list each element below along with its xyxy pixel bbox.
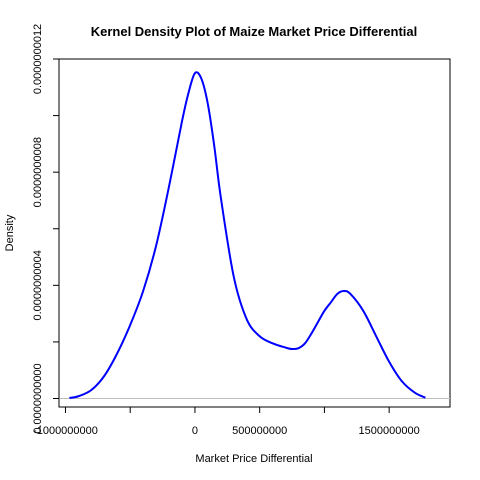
x-axis-label: Market Price Differential: [195, 453, 312, 465]
y-axis: 0.0000000000 0.0000000004 0.0000000008 0.00…: [32, 24, 60, 434]
x-tick-label: -1000000000: [33, 425, 98, 437]
x-tick-label: 1500000000: [359, 425, 420, 437]
y-axis-label: Density: [4, 214, 16, 251]
plot-frame: [58, 58, 451, 408]
y-tick-label: 0.0000000004: [32, 250, 44, 320]
y-tick-label: 0.0000000000: [32, 363, 44, 433]
y-tick-label: 0.0000000008: [32, 137, 44, 207]
x-tick-label: 0: [192, 425, 198, 437]
x-tick-label: 500000000: [232, 425, 287, 437]
density-curve: [69, 71, 426, 399]
y-tick-label: 0.0000000012: [32, 24, 44, 94]
x-axis: -1000000000 0 500000000 1500000000: [33, 406, 420, 437]
chart-title: Kernel Density Plot of Maize Market Pric…: [91, 24, 418, 39]
